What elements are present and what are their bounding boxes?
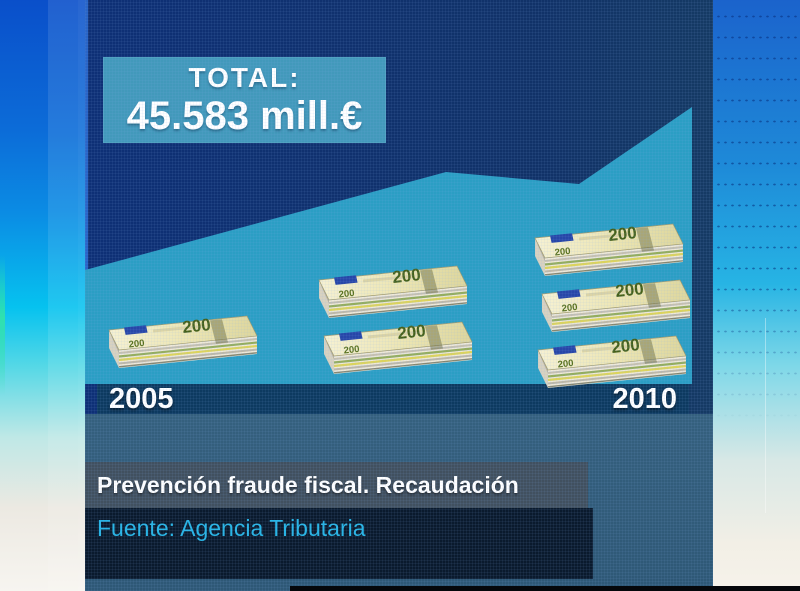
money-stack-2010: [533, 221, 692, 390]
title-bar: Prevención fraude fiscal. Recaudación: [85, 462, 588, 508]
revenue-area-chart: 200 200: [85, 107, 692, 390]
total-label: TOTAL:: [188, 62, 301, 93]
total-callout: TOTAL: 45.583 mill.€: [103, 57, 386, 143]
x-axis-band: 2005 2010: [97, 384, 689, 414]
right-band-line: [765, 318, 766, 513]
lower-panel: Prevención fraude fiscal. Recaudación Fu…: [85, 414, 713, 591]
chart-title: Prevención fraude fiscal. Recaudación: [97, 471, 519, 498]
left-gradient-band: [0, 0, 86, 591]
year-label-2010: 2010: [612, 383, 677, 415]
source-text: Fuente: Agencia Tributaria: [97, 515, 366, 541]
bottom-edge-strip: [290, 586, 800, 591]
chart-left-edge-highlight: [85, 0, 88, 384]
year-label-2005: 2005: [109, 383, 174, 415]
content-column: 2005 2010: [85, 0, 713, 591]
green-accent-strip: [0, 255, 5, 395]
source-bar: Fuente: Agencia Tributaria: [85, 508, 593, 579]
right-gradient-band: [713, 0, 800, 591]
area-silhouette: [85, 107, 692, 384]
total-value: 45.583 mill.€: [126, 94, 363, 138]
left-band-highlight-strip: [48, 0, 78, 591]
dotted-pattern: [713, 0, 800, 591]
